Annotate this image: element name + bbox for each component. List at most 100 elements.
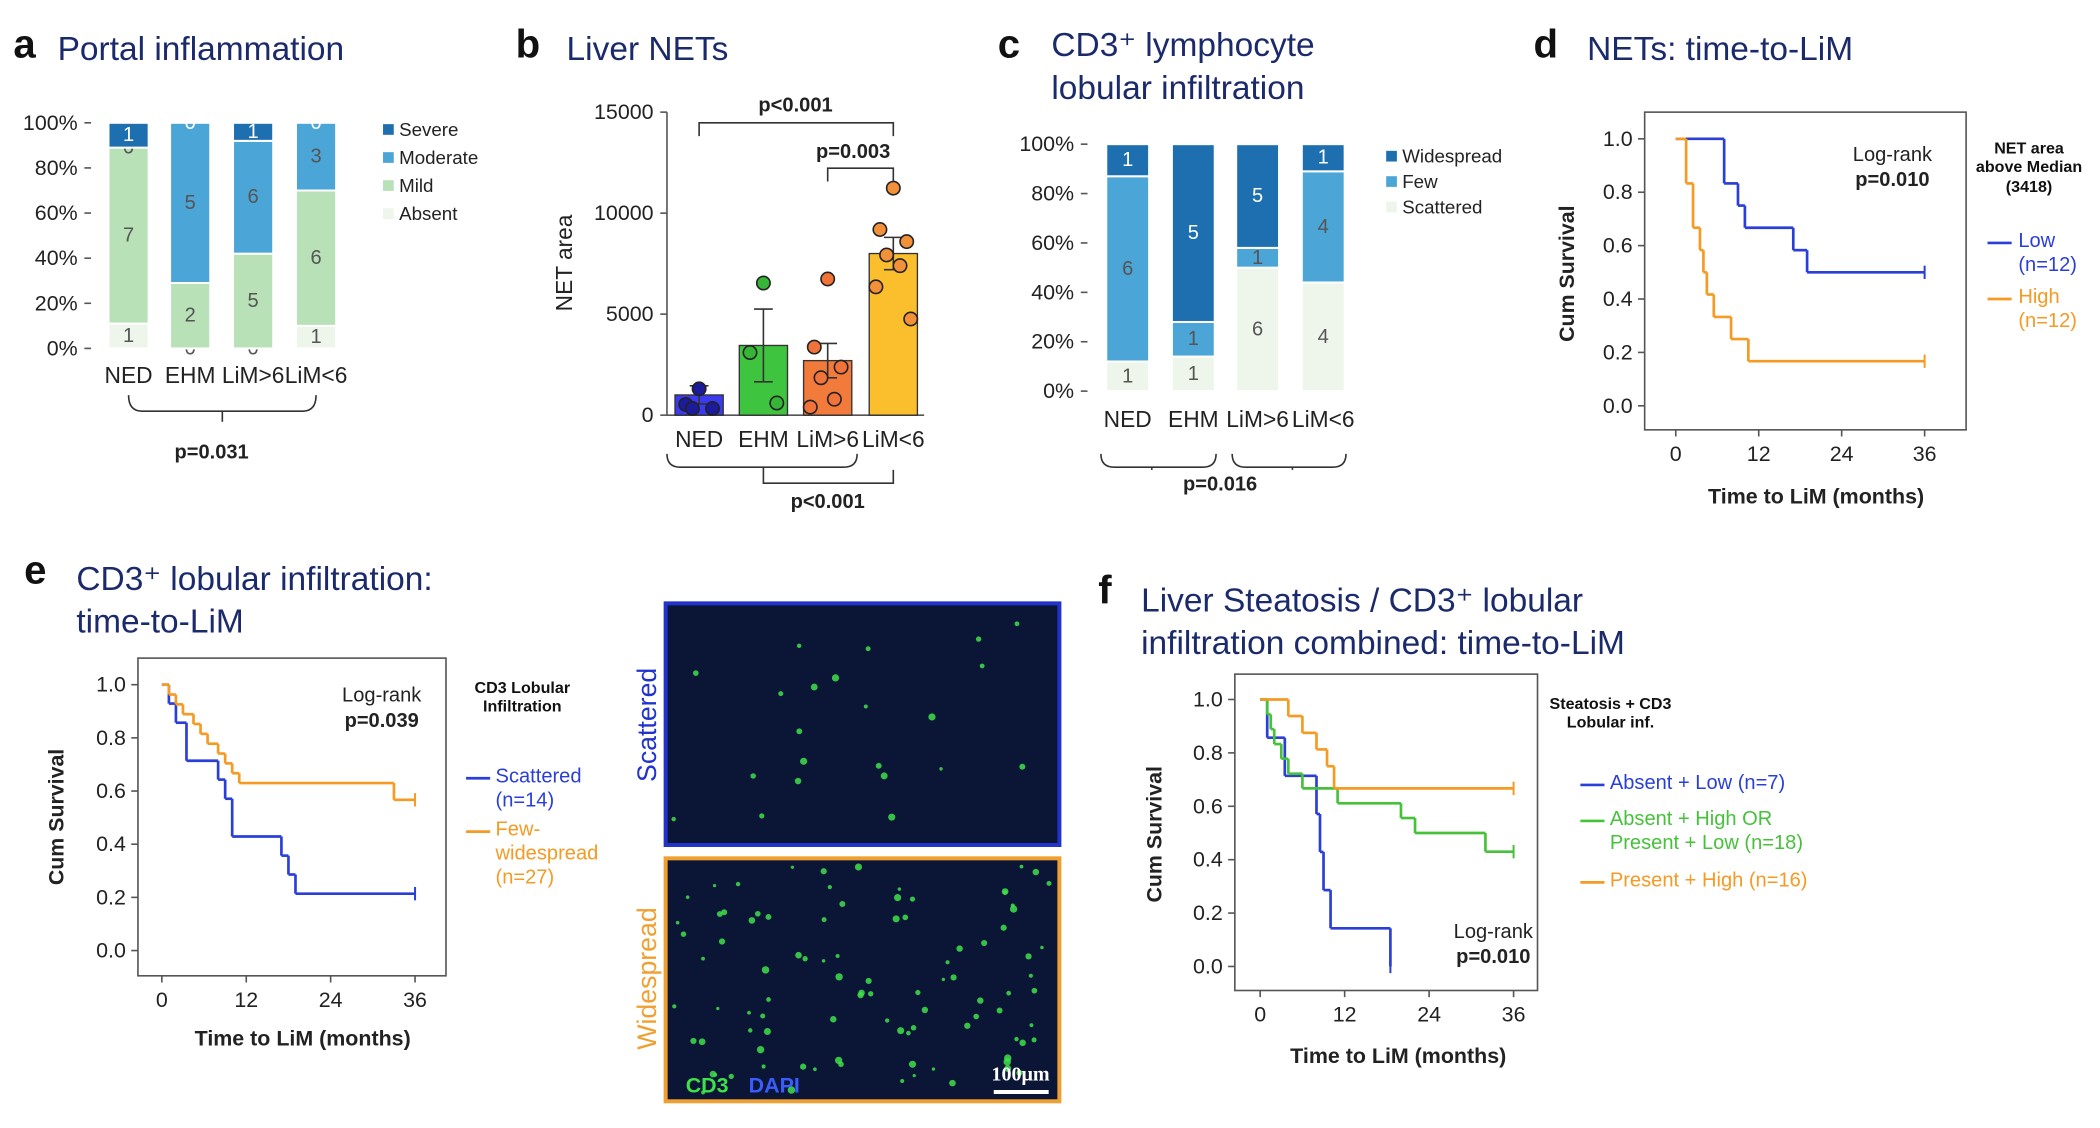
segment-label: 6 <box>1122 258 1133 280</box>
cell-signal <box>888 813 896 821</box>
cell-signal <box>897 887 902 891</box>
legend-swatch <box>1386 176 1397 187</box>
y-tick-label: 0.8 <box>1193 741 1223 765</box>
cell-signal <box>884 1018 890 1023</box>
segment-label: 5 <box>1188 222 1199 244</box>
cell-signal <box>839 901 846 908</box>
cell-signal <box>838 1061 844 1068</box>
x-axis-title: Time to LiM (months) <box>1708 485 1924 509</box>
legend-swatch <box>1386 201 1397 213</box>
data-point <box>755 275 771 291</box>
cell-signal <box>690 1037 697 1045</box>
cell-signal <box>1019 1039 1026 1047</box>
cell-signal <box>1004 1054 1012 1062</box>
cell-signal <box>760 1013 766 1019</box>
data-point <box>802 399 818 415</box>
cell-signal <box>675 920 680 925</box>
data-point <box>769 395 785 411</box>
x-axis-title: Time to LiM (months) <box>1290 1044 1506 1068</box>
stain-label: DAPI <box>749 1073 800 1097</box>
segment-label: 4 <box>1318 216 1329 238</box>
bar-segment <box>1170 143 1216 323</box>
cell-signal <box>909 896 916 902</box>
cell-signal <box>1010 903 1015 908</box>
cell-signal <box>1032 868 1040 876</box>
legend-label: High (n=12) <box>2018 285 2077 333</box>
annotation: p=0.003 <box>816 141 890 163</box>
data-point <box>899 234 915 250</box>
y-tick-label: 5000 <box>606 302 654 326</box>
y-tick-label: 0.4 <box>96 832 126 856</box>
x-tick-label: LiM<6 <box>285 362 348 388</box>
error-bar <box>754 308 773 383</box>
cell-signal <box>1014 1036 1019 1042</box>
significance-bracket <box>762 467 895 485</box>
segment-label: 1 <box>1122 149 1133 171</box>
data-point <box>903 311 919 327</box>
cell-signal <box>830 1015 837 1023</box>
panel-letter: a <box>13 22 36 67</box>
y-tick-label: 0 <box>642 403 654 427</box>
legend-label: Absent <box>399 203 458 224</box>
bar-segment <box>1235 143 1281 249</box>
panel-title: Portal inflammation <box>57 30 345 69</box>
cell-signal <box>892 915 900 923</box>
y-tick-label: 20% <box>35 291 78 315</box>
y-tick-label: 0.8 <box>96 726 126 750</box>
segment-label: 7 <box>123 225 134 247</box>
legend-label: Mild <box>399 175 433 196</box>
x-tick-label: LiM>6 <box>796 426 859 452</box>
cell-signal <box>820 868 827 875</box>
x-tick-label: 0 <box>156 988 168 1012</box>
x-tick-label: 24 <box>1830 442 1854 466</box>
y-tick-label: 10000 <box>594 201 654 225</box>
cell-signal <box>827 884 832 890</box>
legend-label: Severe <box>399 119 458 140</box>
data-point <box>820 271 836 287</box>
y-tick-label: 0.0 <box>96 939 126 963</box>
segment-label: 5 <box>1252 185 1263 207</box>
segment-label: 4 <box>1318 326 1329 348</box>
data-point <box>868 279 884 295</box>
cell-signal <box>680 931 687 937</box>
cell-signal <box>956 945 963 952</box>
legend-label: Few <box>1402 171 1438 192</box>
x-tick-label: EHM <box>165 362 216 388</box>
cell-signal <box>759 813 765 819</box>
x-tick-label: EHM <box>1168 406 1219 432</box>
legend-title: NET area above Median (3418) <box>1975 138 2083 196</box>
micrograph <box>663 601 1062 847</box>
significance-bracket <box>1100 453 1217 469</box>
data-point <box>885 180 901 196</box>
bar-segment <box>1300 143 1346 173</box>
cell-signal <box>701 956 705 961</box>
cell-signal <box>912 1073 916 1078</box>
x-tick-label: 12 <box>1747 442 1771 466</box>
cell-signal <box>709 1070 717 1078</box>
data-point <box>742 345 758 361</box>
cell-signal <box>748 917 756 924</box>
panel-letter: e <box>24 548 47 593</box>
cell-signal <box>701 1090 706 1095</box>
x-tick-label: EHM <box>738 426 789 452</box>
annotation: Log-rank <box>1853 144 1933 166</box>
y-tick-label: 15000 <box>594 100 654 124</box>
bar-segment <box>107 121 150 149</box>
panel-letter: f <box>1098 568 1112 613</box>
bar-segment <box>294 121 338 192</box>
cell-signal <box>863 704 868 709</box>
segment-label: 1 <box>310 326 321 348</box>
y-tick-label: 20% <box>1031 330 1074 354</box>
y-tick-label: 0.0 <box>1603 394 1633 418</box>
data-point <box>806 339 822 355</box>
y-tick-label: 1.0 <box>1603 127 1633 151</box>
y-tick-label: 0.6 <box>1603 234 1633 258</box>
data-point <box>813 370 829 386</box>
cell-signal <box>698 1038 706 1046</box>
cell-signal <box>964 1022 971 1029</box>
panel-letter: b <box>515 22 541 67</box>
data-point <box>892 258 908 274</box>
panel-title: NETs: time-to-LiM <box>1587 30 1854 69</box>
segment-label: 1 <box>1318 147 1329 169</box>
